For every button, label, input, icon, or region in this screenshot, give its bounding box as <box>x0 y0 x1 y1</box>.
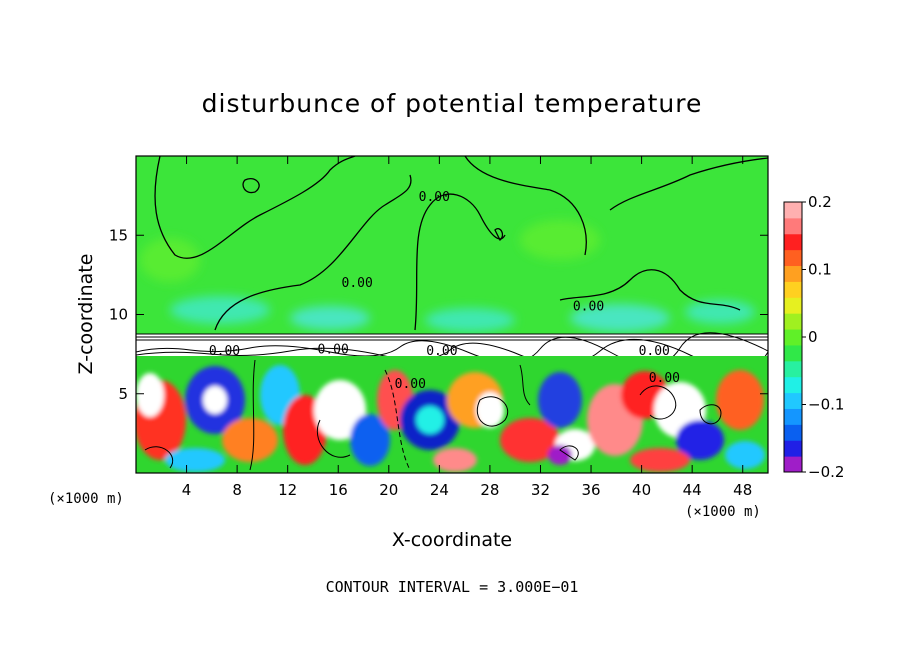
upper-contours <box>154 156 768 331</box>
contour-label: 0.00 <box>639 344 670 359</box>
x-tick-label: 20 <box>379 481 398 499</box>
contour-label: 0.00 <box>649 371 680 386</box>
y-axis-ticks: 5 10 15 <box>109 226 768 403</box>
x-tick-label: 8 <box>232 481 242 499</box>
x-axis-ticks: 4 8 12 16 20 24 28 32 36 40 44 48 <box>182 156 752 499</box>
y-tick-label: 10 <box>109 306 128 324</box>
x-tick-label: 32 <box>531 481 550 499</box>
colorbar-swatch <box>784 249 802 267</box>
x-tick-label: 12 <box>278 481 297 499</box>
colorbar-swatch <box>784 202 802 219</box>
contour-label: 0.00 <box>342 276 373 291</box>
colorbar-swatch <box>784 329 802 346</box>
colorbar-ticks: 0.2 0.1 0 −0.1 −0.2 <box>802 193 844 481</box>
x-unit-left: (×1000 m) <box>48 491 124 507</box>
colorbar-swatch <box>784 408 802 425</box>
contour-label: 0.00 <box>573 300 604 315</box>
colorbar-swatch <box>784 265 802 282</box>
colorbar-swatch <box>784 297 802 314</box>
colorbar <box>783 201 803 473</box>
contour-label: 0.00 <box>419 190 450 205</box>
x-tick-label: 48 <box>733 481 752 499</box>
contour-label: 0.00 <box>209 344 240 359</box>
lower-contours <box>144 359 722 471</box>
y-tick-label: 5 <box>118 385 128 403</box>
colorbar-swatch <box>784 392 802 409</box>
upper-layer-patches <box>140 220 755 332</box>
chart-title: disturbunce of potential temperature <box>202 89 703 118</box>
contour-interval-note: CONTOUR INTERVAL = 3.000E−01 <box>326 578 579 596</box>
colorbar-tick-label: −0.2 <box>808 463 844 481</box>
colorbar-swatch <box>784 376 802 394</box>
contour-label: 0.00 <box>426 344 457 359</box>
x-tick-label: 24 <box>430 481 449 499</box>
colorbar-swatch <box>784 233 802 251</box>
plot-area <box>136 156 768 473</box>
colorbar-tick-label: 0.2 <box>808 193 832 211</box>
lower-layer-eddies <box>136 365 765 472</box>
colorbar-swatch <box>784 344 802 362</box>
colorbar-tick-label: 0.1 <box>808 261 832 279</box>
x-axis-label: X-coordinate <box>392 529 512 551</box>
colorbar-swatch <box>784 424 802 441</box>
y-tick-label: 15 <box>109 226 128 244</box>
colorbar-tick-label: −0.1 <box>808 396 844 414</box>
x-tick-label: 44 <box>683 481 702 499</box>
colorbar-swatch <box>784 440 802 457</box>
x-tick-label: 28 <box>480 481 499 499</box>
colorbar-swatch <box>784 456 802 473</box>
contour-label: 0.00 <box>395 377 426 392</box>
x-tick-label: 36 <box>581 481 600 499</box>
colorbar-swatch <box>784 217 802 235</box>
colorbar-swatch <box>784 281 802 298</box>
x-tick-label: 40 <box>632 481 651 499</box>
contour-labels: 0.00 0.00 0.00 0.00 0.00 0.00 0.00 0.00 0.00 <box>209 190 680 392</box>
y-axis-label: Z-coordinate <box>75 254 97 375</box>
colorbar-swatch <box>784 360 802 378</box>
x-tick-label: 4 <box>182 481 192 499</box>
colorbar-swatch <box>784 313 802 330</box>
x-unit-right: (×1000 m) <box>685 504 761 520</box>
colorbar-tick-label: 0 <box>808 328 818 346</box>
contour-label: 0.00 <box>318 342 349 357</box>
x-tick-label: 16 <box>329 481 348 499</box>
